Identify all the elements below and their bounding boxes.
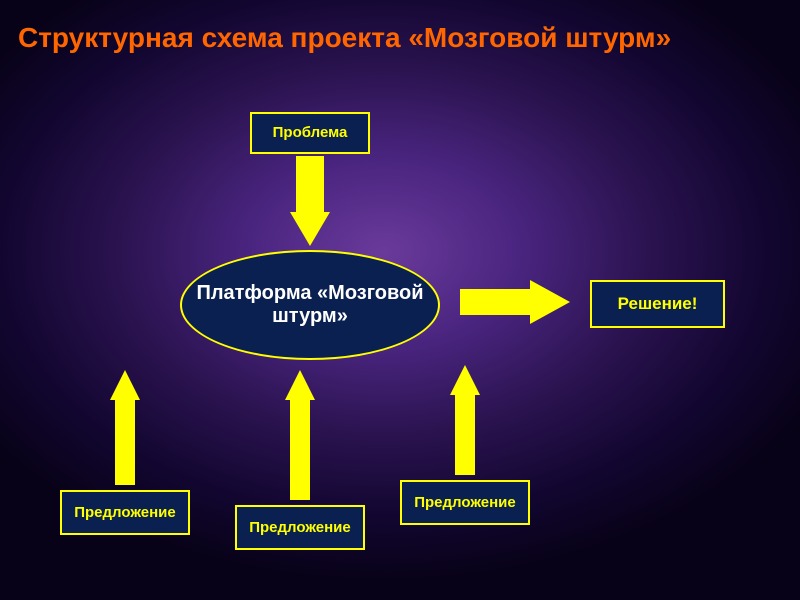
node-proposal-3: Предложение <box>400 480 530 525</box>
node-proposal-2: Предложение <box>235 505 365 550</box>
arrow-up-3 <box>450 365 480 475</box>
node-solution: Решение! <box>590 280 725 328</box>
arrow-right-out <box>460 280 570 324</box>
arrow-up-1 <box>110 370 140 485</box>
node-proposal-3-label: Предложение <box>414 494 516 511</box>
node-proposal-1-label: Предложение <box>74 504 176 521</box>
node-solution-label: Решение! <box>618 294 698 314</box>
node-proposal-2-label: Предложение <box>249 519 351 536</box>
title-text: Структурная схема проекта «Мозговой штур… <box>18 22 671 53</box>
arrow-down-top <box>290 156 330 246</box>
node-platform: Платформа «Мозговой штурм» <box>180 250 440 360</box>
node-proposal-1: Предложение <box>60 490 190 535</box>
node-problem-label: Проблема <box>273 124 348 141</box>
node-problem: Проблема <box>250 112 370 154</box>
arrow-up-2 <box>285 370 315 500</box>
diagram-canvas: Структурная схема проекта «Мозговой штур… <box>0 0 800 600</box>
diagram-title: Структурная схема проекта «Мозговой штур… <box>18 22 800 54</box>
node-platform-label: Платформа «Мозговой штурм» <box>188 282 432 328</box>
